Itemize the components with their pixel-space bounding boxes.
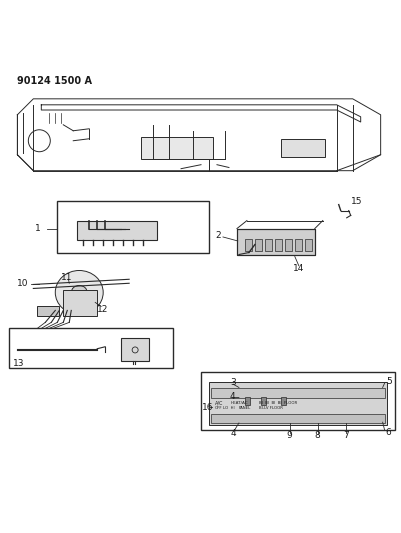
Ellipse shape: [71, 286, 87, 300]
Text: 10: 10: [17, 279, 29, 288]
Text: 1: 1: [35, 224, 41, 233]
Text: 13: 13: [13, 359, 25, 368]
Bar: [236, 229, 314, 255]
Bar: [200, 372, 394, 430]
Text: 4: 4: [229, 392, 235, 401]
Bar: [211, 414, 384, 423]
Bar: [9, 328, 172, 368]
Text: 3: 3: [230, 378, 236, 387]
Bar: [280, 398, 285, 406]
Bar: [294, 239, 301, 251]
Text: HEAT/AC: HEAT/AC: [230, 401, 248, 405]
Text: 16: 16: [201, 402, 213, 411]
Text: 9: 9: [286, 431, 292, 440]
Text: 6: 6: [385, 427, 391, 437]
Bar: [77, 221, 157, 240]
Text: BI  BI  BI  BI  FLOOR: BI BI BI BI FLOOR: [258, 401, 296, 405]
Bar: [304, 239, 311, 251]
Text: OFF: OFF: [215, 406, 222, 410]
Bar: [274, 239, 282, 251]
Text: 12: 12: [97, 305, 108, 314]
Bar: [254, 239, 261, 251]
Text: A/C: A/C: [215, 400, 223, 406]
Text: BI-LV FLOOR: BI-LV FLOOR: [258, 406, 282, 410]
Bar: [37, 306, 59, 317]
Bar: [141, 137, 213, 159]
Text: 8: 8: [314, 431, 320, 440]
Text: 15: 15: [350, 197, 361, 206]
Bar: [209, 382, 386, 425]
Text: 7: 7: [342, 431, 348, 440]
Bar: [280, 139, 324, 157]
Text: 90124 1500 A: 90124 1500 A: [17, 76, 92, 86]
Text: 14: 14: [292, 264, 304, 273]
Text: LO  HI: LO HI: [223, 406, 234, 410]
Text: 2: 2: [215, 231, 220, 240]
Bar: [244, 239, 251, 251]
Bar: [211, 388, 384, 398]
Text: 4: 4: [230, 429, 236, 438]
Bar: [236, 229, 314, 255]
Bar: [121, 338, 149, 361]
Bar: [284, 239, 291, 251]
Text: 11: 11: [61, 273, 73, 282]
Bar: [244, 398, 249, 406]
Bar: [264, 239, 271, 251]
Text: PANEL: PANEL: [238, 406, 251, 410]
Bar: [57, 200, 209, 253]
Ellipse shape: [55, 270, 103, 314]
Text: 5: 5: [385, 377, 391, 385]
Bar: [260, 398, 265, 406]
Bar: [63, 290, 97, 317]
